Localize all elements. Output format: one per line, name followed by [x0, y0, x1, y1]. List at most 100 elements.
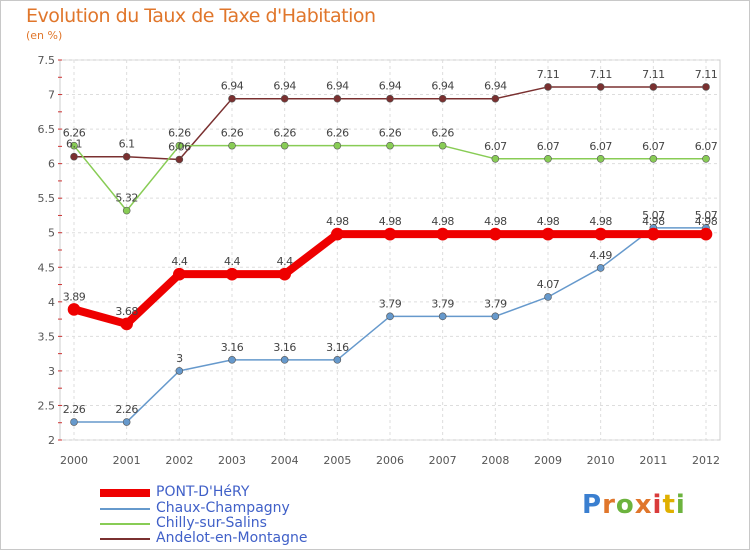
data-label: 4.98 [484, 215, 507, 228]
data-point [122, 152, 131, 161]
data-label: 6.07 [642, 140, 665, 153]
legend-label: Andelot-en-Montagne [156, 530, 308, 546]
data-label: 4.49 [589, 249, 612, 262]
x-tick-label: 2001 [113, 454, 141, 467]
data-label: 2.26 [115, 403, 138, 416]
data-point [438, 141, 447, 150]
data-label: 5.32 [115, 192, 138, 205]
data-label: 4.98 [642, 215, 665, 228]
y-tick-label: 6 [48, 158, 55, 171]
data-label: 6.94 [379, 80, 402, 93]
data-label: 4.98 [431, 215, 454, 228]
data-label: 4.4 [224, 255, 240, 268]
data-label: 7.11 [642, 68, 665, 81]
data-label: 6.26 [63, 127, 86, 140]
data-point [544, 155, 552, 163]
logo-letter: P [582, 490, 603, 520]
data-point [280, 141, 289, 150]
data-label: 4.98 [326, 215, 349, 228]
data-point [386, 312, 394, 321]
data-point [228, 141, 236, 150]
data-label: 6.94 [484, 80, 507, 93]
data-label: 4.4 [171, 255, 187, 268]
legend-label: Chilly-sur-Salins [156, 515, 267, 531]
data-label: 2.26 [63, 403, 86, 416]
data-label: 4.98 [589, 215, 612, 228]
data-label: 6.94 [221, 80, 244, 93]
data-point [173, 267, 186, 281]
data-point [225, 267, 239, 281]
x-tick-label: 2002 [165, 454, 193, 467]
legend-swatch [100, 538, 150, 540]
data-label: 5.07 [642, 209, 665, 222]
legend-label: Chaux-Champagny [156, 500, 290, 516]
data-point [544, 293, 552, 301]
data-point [438, 94, 447, 103]
data-label: 6.94 [273, 80, 296, 93]
data-label: 6.26 [221, 127, 244, 140]
x-tick-label: 2009 [534, 454, 562, 467]
data-point [333, 94, 342, 103]
y-tick-label: 3 [48, 365, 55, 378]
data-point [491, 94, 500, 103]
data-label: 3.16 [273, 341, 296, 354]
data-point [333, 141, 342, 150]
legend-swatch [100, 489, 150, 497]
data-point [122, 418, 131, 426]
data-point [228, 94, 236, 103]
data-label: 3.79 [484, 297, 507, 310]
data-label: 3.16 [326, 341, 349, 354]
y-tick-label: 4 [48, 296, 55, 309]
data-label: 4.98 [537, 215, 560, 228]
data-point [438, 312, 447, 321]
x-tick-label: 2006 [376, 454, 404, 467]
logo-letter: i [675, 490, 686, 520]
logo-letter: x [634, 490, 653, 520]
data-label: 6.07 [537, 140, 560, 153]
data-label: 4.98 [695, 215, 718, 228]
data-point [649, 155, 658, 163]
data-label: 3.79 [379, 297, 402, 310]
data-label: 6.1 [119, 138, 135, 151]
data-label: 6.07 [589, 140, 612, 153]
data-label: 6.26 [273, 127, 296, 140]
data-point [386, 141, 394, 150]
data-label: 6.1 [66, 138, 82, 151]
data-point [383, 227, 397, 241]
data-point [491, 155, 500, 163]
data-label: 6.07 [695, 140, 718, 153]
x-tick-label: 2008 [481, 454, 509, 467]
data-point [122, 206, 131, 215]
x-tick-label: 2005 [323, 454, 351, 467]
data-point [333, 356, 342, 364]
y-tick-label: 4.5 [38, 261, 56, 274]
data-label: 7.11 [695, 68, 718, 81]
y-tick-label: 2 [48, 434, 55, 447]
data-label: 6.94 [326, 80, 349, 93]
data-point [596, 155, 605, 163]
y-tick-label: 3.5 [38, 330, 56, 343]
data-point [594, 227, 607, 241]
data-point [70, 152, 78, 161]
data-label: 4.98 [379, 215, 402, 228]
x-tick-label: 2007 [429, 454, 457, 467]
data-label: 6.26 [326, 127, 349, 140]
data-label: 4.07 [537, 278, 560, 291]
data-point [541, 227, 555, 241]
data-point [120, 317, 133, 331]
data-point [596, 264, 605, 272]
x-tick-label: 2010 [587, 454, 615, 467]
data-label: 6.26 [168, 127, 191, 140]
data-point [702, 83, 710, 91]
y-tick-label: 5 [48, 227, 55, 240]
data-point [331, 227, 344, 241]
data-point [278, 267, 291, 281]
x-tick-label: 2004 [271, 454, 299, 467]
data-point [67, 303, 81, 316]
data-label: 3.89 [63, 290, 86, 303]
data-point [436, 227, 449, 241]
logo-letter: t [662, 490, 676, 520]
data-point [544, 83, 552, 91]
data-label: 3.79 [431, 297, 454, 310]
